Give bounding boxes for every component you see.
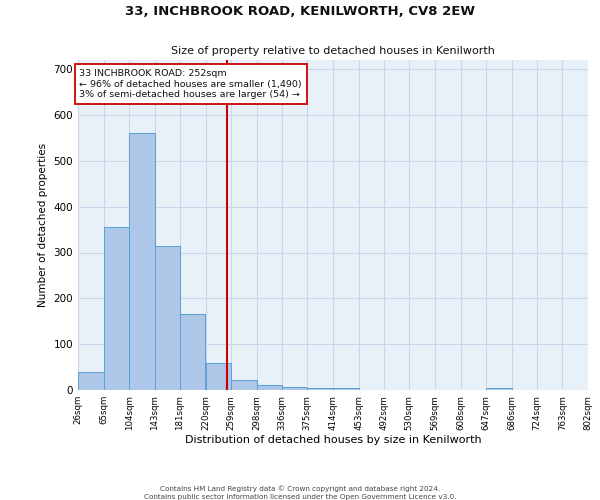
Bar [104, 228, 129, 390]
Bar [205, 362, 231, 390]
Bar [129, 134, 155, 390]
Bar [257, 384, 282, 390]
Bar [282, 387, 307, 390]
Bar [486, 388, 512, 390]
Title: Size of property relative to detached houses in Kenilworth: Size of property relative to detached ho… [171, 46, 495, 56]
Bar [155, 246, 180, 390]
X-axis label: Distribution of detached houses by size in Kenilworth: Distribution of detached houses by size … [185, 436, 481, 446]
Y-axis label: Number of detached properties: Number of detached properties [38, 143, 48, 307]
Text: 33 INCHBROOK ROAD: 252sqm
← 96% of detached houses are smaller (1,490)
3% of sem: 33 INCHBROOK ROAD: 252sqm ← 96% of detac… [79, 69, 302, 99]
Bar [231, 380, 257, 390]
Bar [180, 314, 205, 390]
Bar [333, 388, 359, 390]
Bar [78, 372, 104, 390]
Text: 33, INCHBROOK ROAD, KENILWORTH, CV8 2EW: 33, INCHBROOK ROAD, KENILWORTH, CV8 2EW [125, 5, 475, 18]
Text: Contains HM Land Registry data © Crown copyright and database right 2024.
Contai: Contains HM Land Registry data © Crown c… [144, 486, 456, 500]
Bar [307, 388, 333, 390]
